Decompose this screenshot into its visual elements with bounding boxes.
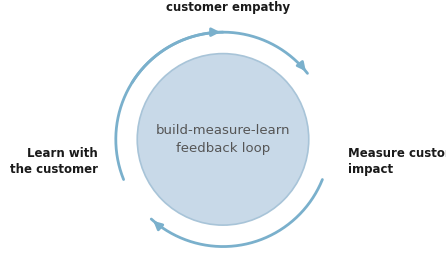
Text: Measure customer
impact: Measure customer impact — [348, 147, 446, 176]
Text: Learn with
the customer: Learn with the customer — [10, 147, 98, 176]
Text: build-measure-learn
feedback loop: build-measure-learn feedback loop — [156, 124, 290, 155]
Text: Build with
customer empathy: Build with customer empathy — [166, 0, 290, 14]
Circle shape — [137, 54, 309, 225]
